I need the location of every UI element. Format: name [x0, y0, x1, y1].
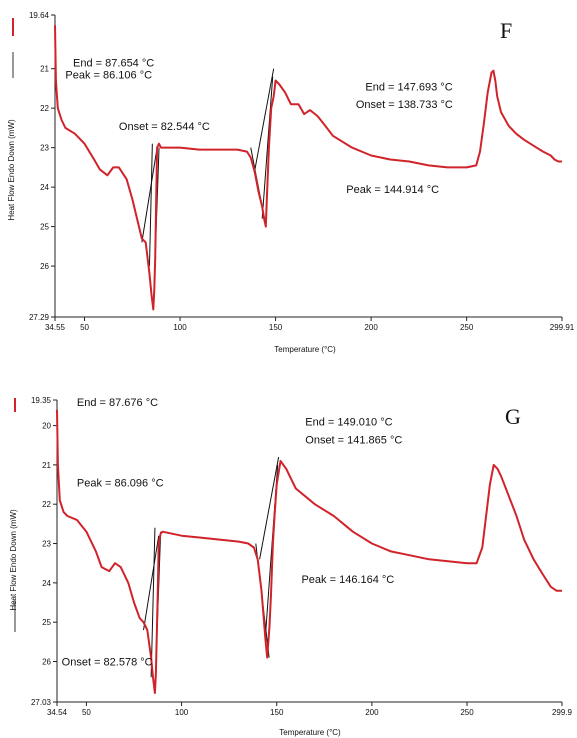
x-tick-label: 100	[175, 708, 189, 717]
y-axis-label: Heat Flow Endo Down (mW)	[9, 509, 18, 611]
y-tick-label: 19.35	[31, 396, 52, 405]
y-tick-label: 23	[40, 144, 49, 153]
annotation-label: Peak = 86.096 °C	[77, 478, 164, 490]
x-tick-label: 50	[80, 323, 89, 332]
y-tick-label: 26	[40, 262, 49, 271]
x-tick-label: 34.55	[45, 323, 66, 332]
series-group	[54, 25, 562, 311]
panel-label: F	[500, 18, 512, 43]
y-tick-label: 25	[42, 618, 51, 627]
y-tick-label: 22	[42, 500, 51, 509]
x-tick-label: 150	[269, 323, 283, 332]
series-line	[54, 25, 562, 311]
y-axis-label: Heat Flow Endo Down (mW)	[7, 119, 16, 221]
annotation-label: Onset = 141.865 °C	[305, 434, 402, 446]
annotation-label: Onset = 82.544 °C	[119, 121, 210, 133]
chart-panel-g: G Temperature (°C) Heat Flow Endo Down (…	[9, 396, 573, 737]
x-axis-label: Temperature (°C)	[274, 345, 336, 354]
x-tick-label: 200	[364, 323, 378, 332]
y-tick-label: 26	[42, 657, 51, 666]
annotation-label: Onset = 82.578 °C	[62, 656, 153, 668]
annotation-label: End = 87.654 °C	[73, 58, 154, 70]
x-tick-label: 250	[460, 323, 474, 332]
tangent-line	[150, 527, 156, 678]
y-tick-label: 22	[40, 104, 49, 113]
annotation-label: End = 147.693 °C	[365, 81, 452, 93]
panel-label: G	[505, 404, 521, 429]
x-tick-label: 200	[365, 708, 379, 717]
tangent-line	[143, 535, 160, 631]
annotations: End = 87.676 °C Peak = 86.096 °C Onset = 8…	[62, 397, 403, 669]
x-tick-label: 250	[460, 708, 474, 717]
y-ticks: 19.35 20 21 22 23 24 25 26 27.03	[31, 396, 57, 707]
x-tick-label: 150	[270, 708, 284, 717]
tangent-lines	[143, 456, 280, 693]
tangent-line	[141, 147, 158, 243]
x-tick-label: 50	[82, 708, 91, 717]
x-axis-label: Temperature (°C)	[279, 728, 341, 737]
tangent-line	[148, 143, 153, 267]
x-ticks: 34.54 50 100 150 200 250 299.9	[47, 702, 573, 717]
y-tick-label: 20	[42, 422, 51, 431]
y-tick-label: 27.29	[29, 313, 50, 322]
tangent-line	[261, 76, 274, 219]
y-tick-label: 24	[42, 579, 51, 588]
y-tick-label: 21	[42, 461, 51, 470]
chart-panel-f: F Temperature (°C) Heat Flow Endo Down (…	[7, 11, 575, 354]
y-tick-label: 19.64	[29, 11, 50, 20]
annotation-label: Peak = 86.106 °C	[65, 70, 152, 82]
y-tick-label: 23	[42, 540, 51, 549]
y-tick-label: 25	[40, 223, 49, 232]
annotation-label: Peak = 144.914 °C	[346, 184, 439, 196]
y-tick-label: 24	[40, 183, 49, 192]
x-tick-label: 34.54	[47, 708, 68, 717]
series-line	[56, 409, 562, 694]
tangent-lines	[141, 68, 275, 310]
x-tick-label: 299.91	[550, 323, 575, 332]
annotation-label: Onset = 138.733 °C	[356, 99, 453, 111]
tangent-line	[259, 456, 280, 560]
x-ticks: 34.55 50 100 150 200 250 299.91	[45, 317, 575, 332]
annotation-label: End = 87.676 °C	[77, 397, 158, 409]
y-tick-label: 27.03	[31, 698, 52, 707]
annotation-label: End = 149.010 °C	[305, 417, 392, 429]
annotation-label: Peak = 146.164 °C	[301, 574, 394, 586]
x-tick-label: 299.9	[552, 708, 573, 717]
series-group	[56, 409, 562, 694]
y-tick-label: 21	[40, 65, 49, 74]
y-ticks: 19.64 21 22 23 24 25 26 27.29	[29, 11, 55, 322]
x-tick-label: 100	[173, 323, 187, 332]
tangent-line	[254, 68, 275, 172]
